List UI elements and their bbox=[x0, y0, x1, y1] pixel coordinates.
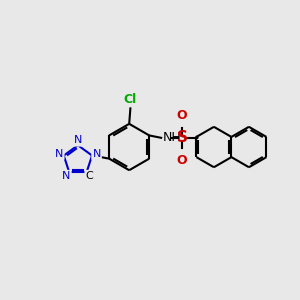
Text: N: N bbox=[62, 171, 70, 181]
Text: N: N bbox=[74, 136, 82, 146]
Text: N: N bbox=[92, 149, 101, 159]
Text: O: O bbox=[177, 109, 187, 122]
Text: S: S bbox=[176, 130, 188, 145]
Text: C: C bbox=[85, 171, 93, 181]
Text: NH: NH bbox=[163, 131, 182, 144]
Text: Cl: Cl bbox=[124, 93, 137, 106]
Text: O: O bbox=[177, 154, 187, 166]
Text: N: N bbox=[55, 149, 63, 159]
